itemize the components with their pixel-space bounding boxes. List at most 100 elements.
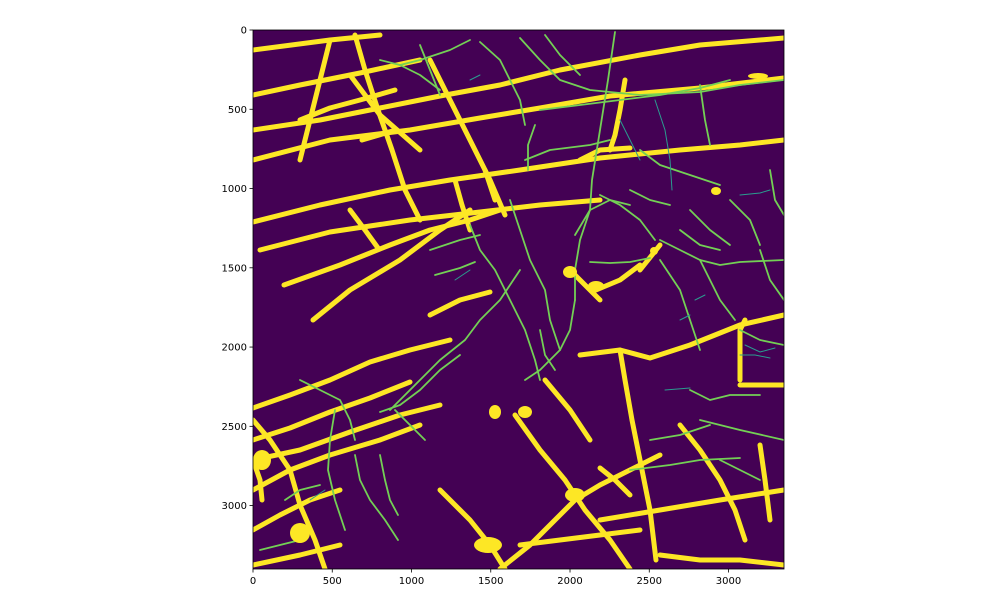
major-road bbox=[281, 207, 503, 288]
minor-road bbox=[389, 269, 521, 411]
minor-road bbox=[539, 329, 556, 371]
minor-road bbox=[699, 419, 784, 441]
major-road bbox=[427, 289, 493, 318]
minor-road bbox=[639, 149, 721, 186]
minor-road bbox=[379, 354, 461, 413]
minor-road bbox=[759, 249, 784, 301]
y-tick-label: 2500 bbox=[222, 422, 247, 433]
major-road bbox=[593, 262, 643, 293]
minor-road bbox=[479, 41, 526, 126]
junction-area bbox=[290, 523, 310, 543]
y-tick-label: 1500 bbox=[222, 263, 247, 274]
trail bbox=[619, 119, 641, 161]
major-road bbox=[427, 57, 508, 218]
major-road bbox=[677, 422, 748, 543]
plot-frame bbox=[252, 29, 785, 570]
minor-road bbox=[539, 79, 731, 111]
junction-area bbox=[489, 405, 501, 419]
junction-area bbox=[563, 266, 577, 278]
minor-road bbox=[699, 259, 736, 321]
junction-area bbox=[711, 187, 721, 195]
major-road bbox=[437, 487, 508, 569]
road-network bbox=[253, 31, 784, 569]
minor-road bbox=[659, 239, 784, 266]
major-road bbox=[253, 379, 413, 443]
minor-road bbox=[527, 124, 536, 171]
minor-road bbox=[354, 454, 399, 541]
minor-road bbox=[299, 379, 356, 441]
major-road bbox=[347, 72, 423, 153]
x-tick-label: 1000 bbox=[399, 576, 424, 587]
major-road bbox=[577, 312, 784, 361]
minor-road bbox=[719, 459, 761, 481]
y-tick-label: 0 bbox=[241, 26, 247, 37]
major-road bbox=[253, 337, 453, 411]
minor-road bbox=[589, 257, 651, 264]
trail bbox=[309, 489, 326, 501]
minor-road bbox=[679, 229, 721, 251]
major-road bbox=[257, 197, 603, 253]
trail bbox=[739, 354, 771, 359]
minor-road bbox=[629, 457, 741, 471]
junction-area bbox=[474, 537, 502, 553]
trail bbox=[679, 314, 691, 321]
minor-road bbox=[629, 189, 671, 206]
minor-road bbox=[434, 261, 476, 276]
trail bbox=[739, 189, 771, 196]
minor-road bbox=[699, 84, 711, 146]
major-road bbox=[757, 442, 773, 523]
trail bbox=[744, 344, 776, 353]
minor-road bbox=[574, 199, 631, 236]
minor-road bbox=[689, 389, 761, 401]
major-road bbox=[297, 37, 333, 163]
minor-road bbox=[544, 34, 581, 76]
x-tick-label: 2500 bbox=[637, 576, 662, 587]
major-road bbox=[253, 75, 784, 163]
minor-road bbox=[689, 209, 731, 246]
trail bbox=[664, 387, 691, 391]
minor-road bbox=[379, 59, 441, 91]
minor-road bbox=[729, 199, 761, 246]
major-road bbox=[597, 465, 633, 498]
minor-road bbox=[739, 329, 784, 346]
junction-area bbox=[253, 450, 271, 470]
minor-road bbox=[429, 234, 481, 251]
major-road bbox=[253, 137, 784, 225]
minor-road bbox=[469, 224, 541, 381]
junction-area bbox=[588, 281, 604, 291]
x-axis: 0 500 1000 1500 2000 2500 3000 bbox=[250, 569, 741, 587]
junction-area bbox=[748, 73, 768, 79]
trail bbox=[654, 99, 673, 191]
minor-road bbox=[659, 259, 701, 351]
junction-area bbox=[650, 247, 658, 255]
minor-road bbox=[284, 484, 321, 501]
major-road bbox=[607, 77, 628, 153]
y-axis: 0 500 1000 1500 2000 2500 3000 bbox=[222, 26, 253, 512]
minor-road bbox=[399, 39, 471, 66]
major-road bbox=[452, 177, 473, 233]
major-road bbox=[482, 167, 498, 203]
x-tick-label: 3000 bbox=[716, 576, 741, 587]
y-tick-label: 1000 bbox=[222, 184, 247, 195]
major-road bbox=[352, 32, 423, 223]
major-road bbox=[253, 35, 784, 133]
minor-road bbox=[259, 539, 301, 551]
minor-road bbox=[769, 169, 784, 216]
minor-road bbox=[649, 424, 711, 441]
x-tick-label: 2000 bbox=[557, 576, 582, 587]
major-road bbox=[253, 402, 443, 463]
junction-area bbox=[565, 488, 585, 502]
trail bbox=[694, 294, 706, 301]
major-road bbox=[253, 417, 328, 569]
minor-road bbox=[379, 454, 399, 516]
minor-road bbox=[589, 31, 616, 211]
minor-road bbox=[574, 209, 591, 301]
major-road bbox=[253, 422, 423, 493]
major-road bbox=[253, 542, 343, 568]
x-tick-label: 500 bbox=[323, 576, 342, 587]
major-road bbox=[542, 377, 593, 443]
major-road bbox=[617, 347, 659, 563]
major-road bbox=[657, 552, 784, 568]
x-tick-label: 0 bbox=[250, 576, 256, 587]
